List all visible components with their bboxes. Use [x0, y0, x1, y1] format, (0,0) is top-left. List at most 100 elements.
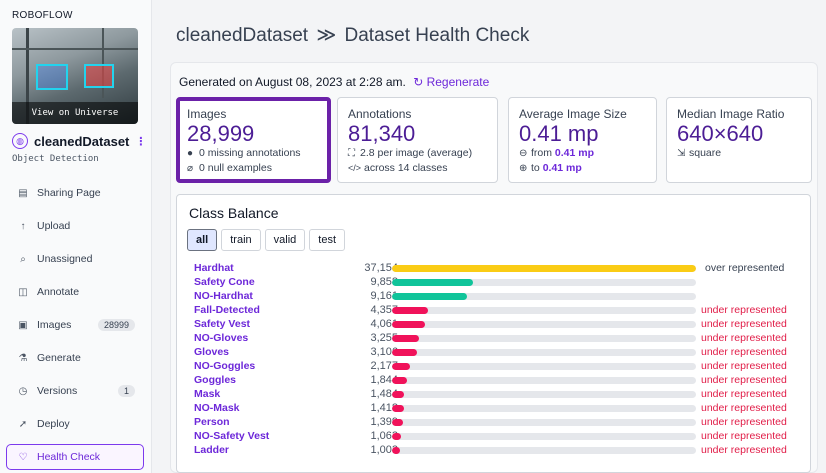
class-row: Person 1,399 under represented	[177, 415, 810, 429]
tab-train[interactable]: train	[221, 229, 261, 251]
sidebar-item-upload[interactable]: ↑ Upload	[6, 213, 144, 239]
class-count: 1,418	[370, 402, 398, 414]
split-tabs: all train valid test	[187, 229, 345, 251]
class-count: 1,399	[370, 416, 398, 428]
generated-info: Generated on August 08, 2023 at 2:28 am.…	[179, 75, 489, 89]
class-bar-fill	[392, 307, 428, 314]
class-bar-fill	[392, 405, 404, 412]
class-bar-fill	[392, 349, 418, 356]
upload-icon: ↑	[20, 220, 26, 232]
class-count: 9,858	[370, 276, 398, 288]
class-name-link[interactable]: Person	[194, 416, 230, 428]
class-status: under represented	[701, 346, 787, 358]
class-bar-fill	[392, 433, 401, 440]
class-row: NO-Goggles 2,177 under represented	[177, 359, 810, 373]
sidebar-item-generate[interactable]: ⚗ Generate	[6, 345, 144, 371]
annotations-per-image: ⛶ 2.8 per image (average)	[348, 146, 487, 161]
class-count: 2,177	[370, 360, 398, 372]
dataset-menu-icon[interactable]: ⋮	[135, 135, 147, 148]
sidebar-item-label: Deploy	[37, 418, 70, 430]
class-name-link[interactable]: Gloves	[194, 346, 230, 358]
class-bar-fill	[392, 321, 426, 328]
class-status: under represented	[701, 318, 787, 330]
class-bar-fill	[392, 447, 401, 454]
breadcrumb-separator-icon: ≫	[316, 25, 337, 46]
class-row: Mask 1,484 under represented	[177, 387, 810, 401]
annotations-card[interactable]: Annotations 81,340 ⛶ 2.8 per image (avera…	[337, 97, 498, 183]
class-row: Gloves 3,106 under represented	[177, 345, 810, 359]
view-on-universe-link[interactable]: View on Universe	[12, 102, 138, 124]
sidebar-item-versions[interactable]: ◷ Versions 1	[6, 378, 144, 404]
class-bar-track	[392, 405, 696, 412]
tab-valid[interactable]: valid	[264, 229, 306, 251]
sharing-page-icon: ▤	[18, 187, 28, 199]
sidebar-item-images[interactable]: ▣ Images 28999	[6, 312, 144, 338]
sidebar-item-label: Annotate	[37, 286, 80, 298]
sidebar-item-sharing-page[interactable]: ▤ Sharing Page	[6, 180, 144, 206]
class-bar-fill	[392, 265, 696, 272]
class-count: 3,106	[370, 346, 398, 358]
thumbnail-bbox	[84, 64, 114, 88]
zoom-out-icon: ⊖	[519, 148, 528, 159]
class-name-link[interactable]: Mask	[194, 388, 221, 400]
zoom-in-icon: ⊕	[519, 163, 528, 174]
class-name-link[interactable]: Safety Cone	[194, 276, 255, 288]
images-sub1-text: 0 missing annotations	[199, 147, 301, 159]
code-icon: </>	[348, 163, 362, 173]
images-card-label: Images	[187, 107, 227, 121]
images-card[interactable]: Images 28,999 ● 0 missing annotations ⌀ 0 …	[176, 97, 331, 183]
class-row: Goggles 1,844 under represented	[177, 373, 810, 387]
class-name-link[interactable]: Ladder	[194, 444, 230, 456]
class-name-link[interactable]: Fall-Detected	[194, 304, 260, 316]
dataset-name[interactable]: cleanedDataset	[34, 133, 130, 149]
class-name-link[interactable]: NO-Mask	[194, 402, 240, 414]
regenerate-button[interactable]: ↻ Regenerate	[413, 75, 489, 89]
class-count: 9,161	[370, 290, 398, 302]
class-name-link[interactable]: NO-Hardhat	[194, 290, 253, 302]
dataset-thumbnail[interactable]: View on Universe	[12, 28, 138, 124]
sidebar-item-annotate[interactable]: ◫ Annotate	[6, 279, 144, 305]
breadcrumb-current: Dataset Health Check	[344, 25, 530, 46]
class-count: 1,003	[370, 444, 398, 456]
avg-size-to: ⊕ to 0.41 mp	[519, 161, 646, 176]
class-name-link[interactable]: NO-Gloves	[194, 332, 249, 344]
brand-logo-text[interactable]: ROBOFLOW	[12, 10, 73, 21]
class-row: Safety Vest 4,061 under represented	[177, 317, 810, 331]
median-ratio-sub1-text: square	[689, 147, 722, 159]
class-row: NO-Safety Vest 1,063 under represented	[177, 429, 810, 443]
thumbnail-pole	[26, 28, 29, 124]
class-row: Fall-Detected 4,357 under represented	[177, 303, 810, 317]
dataset-header: ◍ cleanedDataset ⋮	[12, 133, 146, 149]
tab-all[interactable]: all	[187, 229, 218, 251]
class-bar-track	[392, 321, 696, 328]
generate-icon: ⚗	[18, 352, 28, 364]
class-name-link[interactable]: NO-Goggles	[194, 360, 256, 372]
annotations-card-value: 81,340	[348, 121, 416, 146]
median-ratio-shape: ⇲ square	[677, 146, 801, 161]
class-name-link[interactable]: Safety Vest	[194, 318, 251, 330]
class-name-link[interactable]: Goggles	[194, 374, 237, 386]
class-bar-track	[392, 307, 696, 314]
median-image-ratio-card[interactable]: Median Image Ratio 640×640 ⇲ square	[666, 97, 812, 183]
class-count: 1,484	[370, 388, 398, 400]
annotations-classes: </> across 14 classes	[348, 161, 487, 175]
avg-size-to-label: to	[531, 162, 540, 174]
exclamation-icon: ●	[187, 148, 194, 159]
class-name-link[interactable]: Hardhat	[194, 262, 234, 274]
class-bar-fill	[392, 293, 467, 300]
tab-test[interactable]: test	[309, 229, 345, 251]
class-count: 1,844	[370, 374, 398, 386]
globe-icon: ◍	[12, 133, 28, 149]
sidebar-item-unassigned[interactable]: ⌕ Unassigned	[6, 246, 144, 272]
class-count: 4,357	[370, 304, 398, 316]
breadcrumb-dataset[interactable]: cleanedDataset	[176, 25, 309, 46]
sidebar-item-label: Generate	[37, 352, 81, 364]
avg-size-card-label: Average Image Size	[519, 107, 627, 121]
health-check-icon: ♡	[18, 451, 28, 463]
class-bar-fill	[392, 391, 405, 398]
sidebar-item-deploy[interactable]: ➚ Deploy	[6, 411, 144, 437]
average-image-size-card[interactable]: Average Image Size 0.41 mp ⊖ from 0.41 mp…	[508, 97, 657, 183]
sidebar-item-health-check[interactable]: ♡ Health Check	[6, 444, 144, 470]
class-name-link[interactable]: NO-Safety Vest	[194, 430, 270, 442]
class-status: under represented	[701, 388, 787, 400]
